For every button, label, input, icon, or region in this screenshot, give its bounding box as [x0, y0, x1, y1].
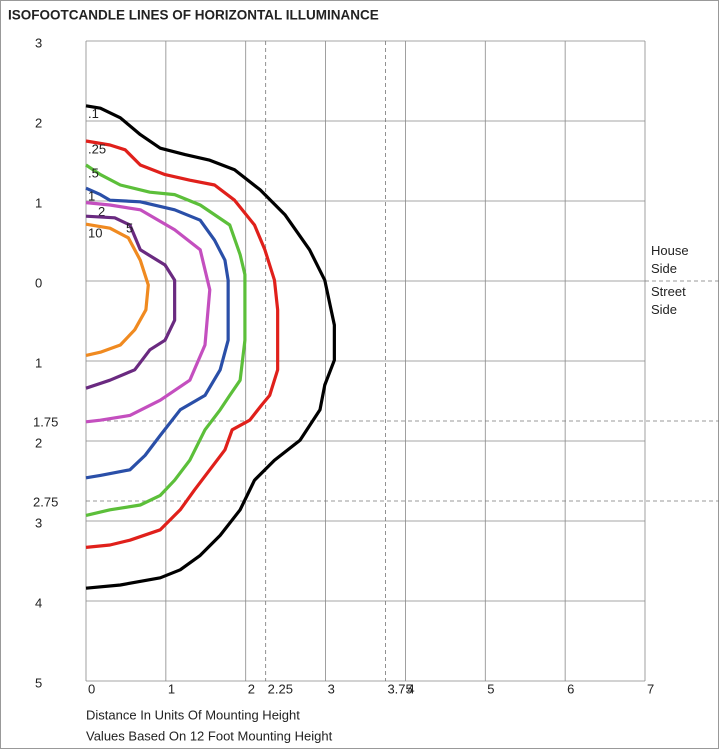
x-tick-label: 5: [487, 681, 494, 696]
y-tick-label: 4: [35, 595, 42, 610]
y-tick-label: 2: [35, 435, 42, 450]
y-tick-label: 3: [35, 515, 42, 530]
reference-label: 2.75: [33, 494, 58, 509]
y-tick-label: 3: [35, 35, 42, 50]
contour-line: [85, 139, 280, 549]
x-axis-label: Distance In Units Of Mounting Height: [86, 707, 300, 722]
contour-label: .25: [88, 141, 106, 156]
contour-line: [85, 163, 247, 517]
y-tick-label: 1: [35, 195, 42, 210]
x-tick-label: 4: [407, 681, 414, 696]
y-tick-label: 1: [35, 355, 42, 370]
contour-line: [85, 186, 230, 480]
lower-side-label: Street Side: [651, 284, 686, 317]
x-tick-label: 2: [248, 681, 255, 696]
x-tick-label: 3: [328, 681, 335, 696]
reference-label: 1.75: [33, 414, 58, 429]
contour-label: 1: [88, 189, 95, 204]
contour-label: 5: [126, 221, 133, 236]
x-tick-label: 1: [168, 681, 175, 696]
contour-label: 2: [98, 204, 105, 219]
note: Values Based On 12 Foot Mounting Height: [86, 728, 333, 743]
contour-label: 10: [88, 226, 102, 241]
x-tick-label: 0: [88, 681, 95, 696]
y-tick-label: 5: [35, 675, 42, 690]
reference-label: 2.25: [268, 681, 293, 696]
contour-line: [85, 222, 150, 357]
chart-title: ISOFOOTCANDLE LINES OF HORIZONTAL ILLUMI…: [8, 8, 379, 23]
x-tick-label: 6: [567, 681, 574, 696]
contour-line: [85, 201, 212, 424]
y-tick-label: 2: [35, 115, 42, 130]
contour-line: [85, 214, 177, 390]
y-tick-label: 0: [35, 275, 42, 290]
contour-label: .5: [88, 165, 99, 180]
x-tick-label: 7: [647, 681, 654, 696]
upper-side-label: House Side: [651, 243, 689, 276]
reference-label: 3.75: [387, 681, 412, 696]
contour-line: [85, 104, 336, 590]
contour-label: .1: [88, 106, 99, 121]
